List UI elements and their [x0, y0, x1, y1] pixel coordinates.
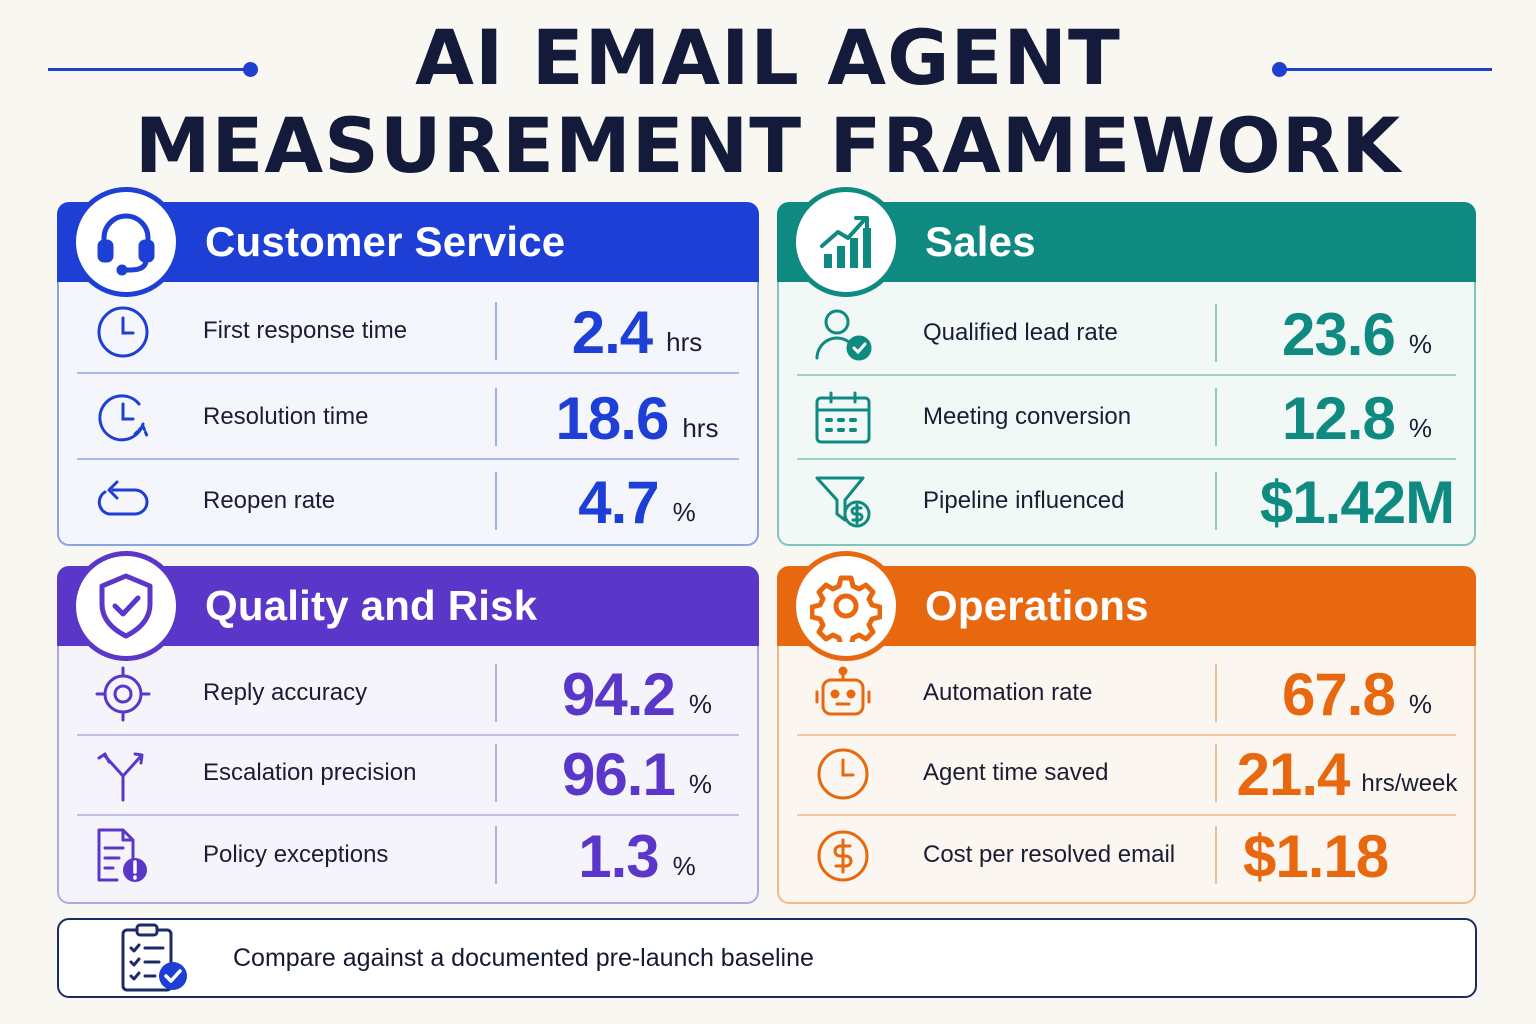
metric-row: Qualified lead rate 23.6% — [797, 292, 1456, 376]
metric-unit: % — [672, 850, 696, 881]
metric-value: 96.1 — [562, 740, 676, 808]
clock-icon — [813, 746, 873, 802]
title-decoration-right — [1272, 62, 1492, 77]
user-check-icon — [813, 306, 873, 362]
metric-label: Reopen rate — [203, 487, 336, 514]
metric-value: 12.8 — [1282, 384, 1396, 452]
calendar-icon — [813, 390, 873, 446]
metric-value: 4.7 — [578, 468, 659, 536]
title-decoration-left — [48, 62, 258, 77]
clock-icon — [93, 304, 153, 360]
panel-title: Sales — [925, 218, 1036, 265]
metric-label: Pipeline influenced — [923, 487, 1125, 514]
metric-unit: % — [672, 496, 696, 527]
target-icon — [93, 666, 153, 722]
metric-unit: % — [1408, 688, 1432, 719]
metric-row: Reply accuracy 94.2% — [77, 652, 739, 736]
metric-label: Policy exceptions — [203, 841, 389, 868]
title-line-2: MEASUREMENT FRAMEWORK — [134, 101, 1402, 190]
metric-value: 67.8 — [1282, 660, 1396, 728]
metric-value: 21.4 — [1236, 740, 1351, 808]
split-arrow-icon — [93, 746, 153, 802]
dollar-coin-icon — [813, 828, 873, 884]
panel-customer-service: Customer Service First response time 2.4… — [57, 187, 759, 546]
metric-row: Meeting conversion 12.8% — [797, 376, 1456, 460]
metric-row: Agent time saved 21.4 hrs/week — [797, 732, 1458, 816]
metric-value: $1.42M — [1259, 468, 1455, 536]
metric-label: Qualified lead rate — [923, 319, 1118, 346]
clock-arrow-icon — [93, 390, 153, 446]
metric-label: Resolution time — [203, 403, 369, 430]
metric-label: Reply accuracy — [203, 679, 368, 706]
metric-unit: hrs/week — [1361, 770, 1458, 797]
metric-label: Cost per resolved email — [923, 841, 1176, 868]
metric-label: Escalation precision — [203, 759, 417, 786]
funnel-dollar-icon — [813, 474, 873, 530]
title-line-1: AI EMAIL AGENT — [415, 13, 1121, 102]
metric-value: $1.18 — [1243, 822, 1389, 890]
metric-unit: % — [1408, 412, 1432, 443]
robot-icon — [813, 666, 873, 722]
metric-value: 2.4 — [571, 298, 653, 366]
metric-value: 1.3 — [578, 822, 659, 890]
panel-sales: Sales Qualified lead rate 23.6% Meeting … — [777, 187, 1476, 546]
metric-unit: hrs — [682, 412, 719, 443]
headset-icon — [71, 187, 181, 297]
reopen-arrow-icon — [93, 474, 153, 530]
panel-quality-and-risk: Quality and Risk Reply accuracy 94.2% Es… — [57, 551, 759, 904]
panel-operations: Operations Automation rate 67.8% Agent t… — [777, 551, 1476, 904]
panel-title: Customer Service — [205, 218, 566, 265]
metric-value: 94.2 — [562, 660, 676, 728]
metric-label: First response time — [203, 317, 408, 344]
clipboard-check-icon — [115, 922, 195, 996]
bar-chart-growth-icon — [791, 187, 901, 297]
metric-row: Resolution time 18.6 hrs — [77, 376, 739, 460]
baseline-note: Compare against a documented pre-launch … — [57, 918, 1477, 998]
metric-row: Policy exceptions 1.3% — [77, 814, 739, 898]
metric-label: Agent time saved — [923, 759, 1109, 786]
metric-unit: hrs — [666, 326, 703, 357]
metric-value: 23.6 — [1282, 300, 1396, 368]
metric-unit: % — [688, 768, 712, 799]
page-title: AI EMAIL AGENT MEASUREMENT FRAMEWORK — [0, 14, 1536, 190]
metric-value: 18.6 — [555, 384, 670, 452]
document-alert-icon — [93, 828, 153, 884]
metric-unit: % — [688, 688, 712, 719]
panel-title: Operations — [925, 582, 1149, 629]
metric-row: Automation rate 67.8% — [797, 652, 1456, 736]
metric-row: Pipeline influenced $1.42M — [797, 460, 1456, 544]
metric-row: Cost per resolved email $1.18 — [797, 814, 1456, 898]
gear-icon — [791, 551, 901, 661]
metric-row: Reopen rate 4.7% — [77, 460, 739, 544]
metric-label: Meeting conversion — [923, 403, 1132, 430]
metric-label: Automation rate — [923, 679, 1093, 706]
baseline-text: Compare against a documented pre-launch … — [233, 944, 814, 972]
metric-unit: % — [1408, 328, 1432, 359]
metric-row: Escalation precision 96.1% — [77, 732, 739, 816]
panel-title: Quality and Risk — [205, 582, 538, 629]
metric-row: First response time 2.4 hrs — [77, 290, 739, 374]
shield-check-icon — [71, 551, 181, 661]
